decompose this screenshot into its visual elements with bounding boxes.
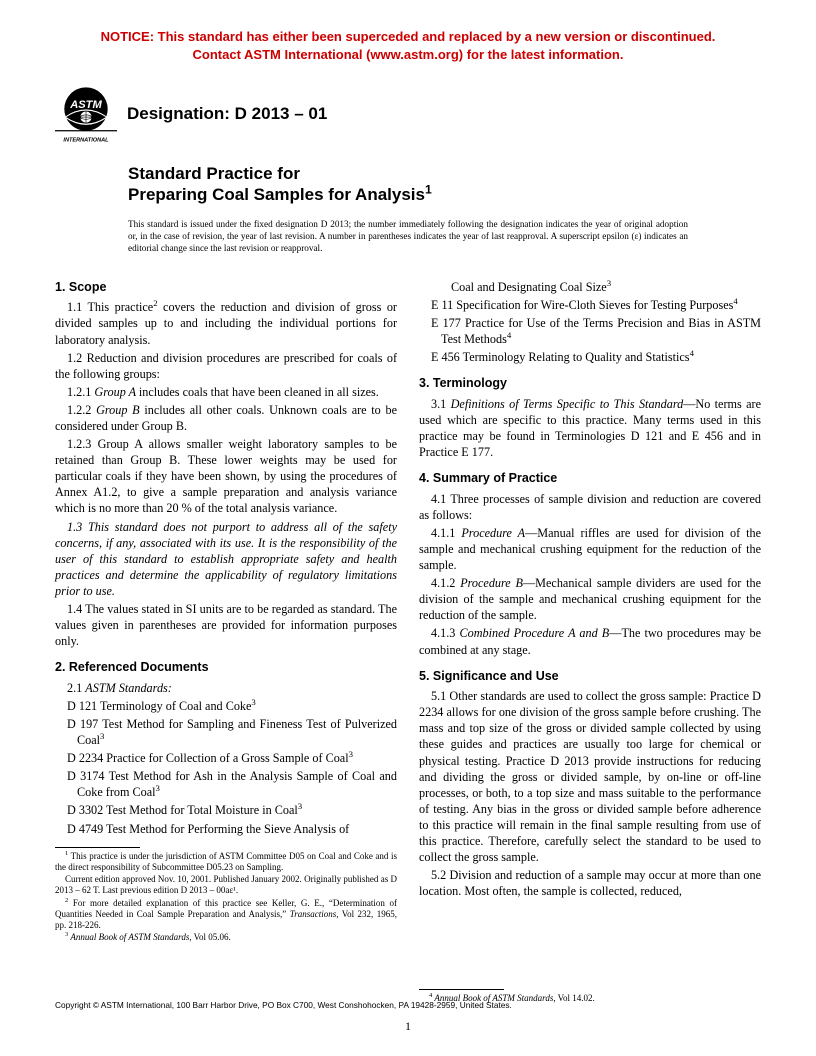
footnote-rule-left bbox=[55, 847, 140, 848]
notice-banner: NOTICE: This standard has either been su… bbox=[0, 0, 816, 63]
refdocs-heading: 2. Referenced Documents bbox=[55, 659, 397, 676]
reference-item: D 3174 Test Method for Ash in the Analys… bbox=[55, 768, 397, 800]
footnote: 1 This practice is under the jurisdictio… bbox=[55, 851, 397, 874]
summary-heading: 4. Summary of Practice bbox=[419, 470, 761, 487]
reference-item: D 197 Test Method for Sampling and Finen… bbox=[55, 716, 397, 748]
para-1-4: 1.4 The values stated in SI units are to… bbox=[55, 601, 397, 649]
copyright-text: Copyright © ASTM International, 100 Barr… bbox=[55, 1000, 512, 1010]
header-row: ASTM INTERNATIONAL Designation: D 2013 –… bbox=[55, 83, 816, 145]
para-1-2-1: 1.2.1 Group A includes coals that have b… bbox=[55, 384, 397, 400]
para-5-2: 5.2 Division and reduction of a sample m… bbox=[419, 867, 761, 899]
reference-item: D 3302 Test Method for Total Moisture in… bbox=[55, 802, 397, 818]
para-1-3: 1.3 This standard does not purport to ad… bbox=[55, 519, 397, 599]
para-4-1-3: 4.1.3 Combined Procedure A and B—The two… bbox=[419, 625, 761, 657]
para-1-2-3: 1.2.3 Group A allows smaller weight labo… bbox=[55, 436, 397, 516]
reference-item: E 177 Practice for Use of the Terms Prec… bbox=[419, 315, 761, 347]
reference-item: D 4749 Test Method for Performing the Si… bbox=[55, 821, 397, 837]
reference-item: E 456 Terminology Relating to Quality an… bbox=[419, 349, 761, 365]
right-column: Coal and Designating Coal Size3 E 11 Spec… bbox=[419, 279, 761, 1006]
left-column: 1. Scope 1.1 This practice2 covers the r… bbox=[55, 279, 397, 1006]
standard-title: Standard Practice for Preparing Coal Sam… bbox=[128, 163, 688, 206]
scope-heading: 1. Scope bbox=[55, 279, 397, 296]
terminology-heading: 3. Terminology bbox=[419, 375, 761, 392]
para-1-1: 1.1 This practice2 covers the reduction … bbox=[55, 299, 397, 347]
body-columns: 1. Scope 1.1 This practice2 covers the r… bbox=[55, 279, 761, 1006]
para-4-1: 4.1 Three processes of sample division a… bbox=[419, 491, 761, 523]
reference-item: D 121 Terminology of Coal and Coke3 bbox=[55, 698, 397, 714]
title-line2: Preparing Coal Samples for Analysis bbox=[128, 185, 425, 204]
issued-note: This standard is issued under the fixed … bbox=[128, 218, 688, 255]
footnote: 2 For more detailed explanation of this … bbox=[55, 898, 397, 932]
title-block: Standard Practice for Preparing Coal Sam… bbox=[128, 163, 688, 255]
ref-list-left: D 121 Terminology of Coal and Coke3 D 197… bbox=[55, 698, 397, 837]
footnote: 3 Annual Book of ASTM Standards, Vol 05.… bbox=[55, 932, 397, 943]
designation-text: Designation: D 2013 – 01 bbox=[127, 104, 327, 124]
notice-line1: NOTICE: This standard has either been su… bbox=[0, 28, 816, 46]
ref-list-right: Coal and Designating Coal Size3 E 11 Spec… bbox=[419, 279, 761, 365]
title-sup: 1 bbox=[425, 183, 432, 197]
footnote: Current edition approved Nov. 10, 2001. … bbox=[55, 874, 397, 897]
reference-item: D 2234 Practice for Collection of a Gros… bbox=[55, 750, 397, 766]
para-3-1: 3.1 Definitions of Terms Specific to Thi… bbox=[419, 396, 761, 460]
footnote-rule-right bbox=[419, 989, 504, 990]
title-line1: Standard Practice for bbox=[128, 164, 300, 183]
para-5-1: 5.1 Other standards are used to collect … bbox=[419, 688, 761, 865]
astm-logo: ASTM INTERNATIONAL bbox=[55, 83, 117, 145]
page-number: 1 bbox=[0, 1019, 816, 1034]
footnotes-left: 1 This practice is under the jurisdictio… bbox=[55, 851, 397, 944]
para-1-2: 1.2 Reduction and division procedures ar… bbox=[55, 350, 397, 382]
reference-item: E 11 Specification for Wire-Cloth Sieves… bbox=[419, 297, 761, 313]
svg-text:ASTM: ASTM bbox=[69, 99, 102, 111]
para-4-1-1: 4.1.1 Procedure A—Manual riffles are use… bbox=[419, 525, 761, 573]
notice-line2: Contact ASTM International (www.astm.org… bbox=[0, 46, 816, 64]
para-4-1-2: 4.1.2 Procedure B—Mechanical sample divi… bbox=[419, 575, 761, 623]
significance-heading: 5. Significance and Use bbox=[419, 668, 761, 685]
reference-item: Coal and Designating Coal Size3 bbox=[419, 279, 761, 295]
para-2-1: 2.1 ASTM Standards: bbox=[55, 680, 397, 696]
svg-text:INTERNATIONAL: INTERNATIONAL bbox=[63, 137, 109, 143]
para-1-2-2: 1.2.2 Group B includes all other coals. … bbox=[55, 402, 397, 434]
